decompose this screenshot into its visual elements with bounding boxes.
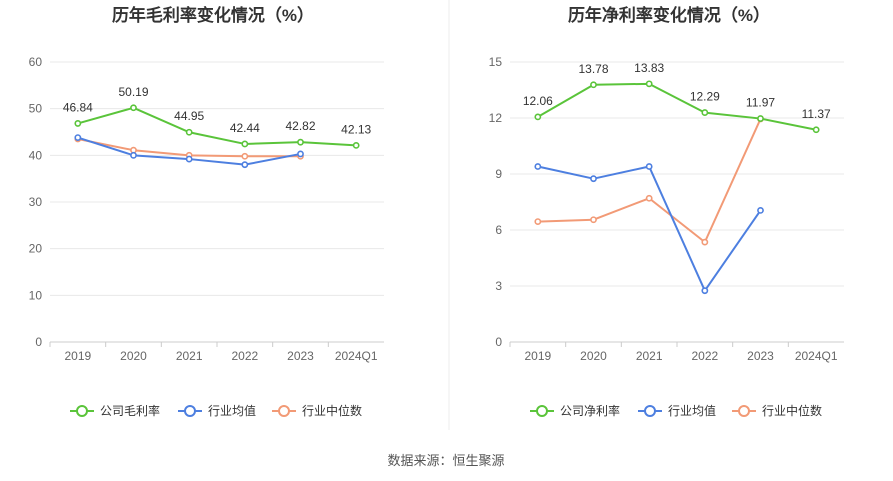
data-point[interactable]: [185, 128, 193, 136]
y-tick-label: 0: [35, 335, 42, 349]
data-point[interactable]: [701, 238, 709, 246]
legend-label: 公司毛利率: [100, 403, 160, 418]
data-point[interactable]: [534, 163, 542, 170]
data-label: 11.37: [802, 107, 831, 121]
data-label: 12.06: [523, 94, 553, 108]
y-tick-label: 9: [495, 167, 502, 181]
chart-title: 历年净利率变化情况（%）: [568, 5, 770, 25]
gross-margin-chart: 历年毛利率变化情况（%） 0 10 20 30 40 50 60 2019 2020 2021 202…: [29, 5, 384, 418]
y-tick-label: 3: [495, 279, 502, 293]
y-tick-label: 12: [489, 111, 503, 125]
data-label: 13.83: [634, 61, 664, 75]
x-tick-label: 2022: [691, 349, 718, 363]
data-label: 42.82: [285, 119, 315, 133]
data-point[interactable]: [645, 80, 653, 88]
legend-marker-icon: [536, 405, 548, 417]
data-point[interactable]: [241, 161, 249, 169]
y-tick-label: 40: [29, 148, 43, 162]
data-point[interactable]: [645, 194, 653, 202]
legend-label: 行业中位数: [302, 403, 362, 418]
legend-label: 行业均值: [668, 403, 716, 418]
x-tick-label: 2023: [287, 349, 314, 363]
data-label: 13.78: [578, 62, 608, 76]
data-point[interactable]: [812, 126, 820, 134]
data-point[interactable]: [185, 155, 193, 163]
source-text: 数据来源：恒生聚源: [387, 453, 504, 468]
data-point[interactable]: [74, 134, 82, 141]
y-tick-label: 30: [29, 195, 43, 209]
data-point[interactable]: [590, 81, 597, 89]
data-point[interactable]: [130, 151, 137, 159]
data-point[interactable]: [590, 216, 597, 224]
x-tick-label: 2024Q1: [795, 349, 838, 363]
x-tick-label: 2019: [64, 349, 91, 363]
data-label: 12.29: [690, 90, 720, 104]
data-point[interactable]: [645, 163, 653, 170]
data-label: 44.95: [174, 109, 204, 123]
legend-label: 行业均值: [208, 403, 256, 418]
legend-label: 公司净利率: [560, 403, 620, 418]
x-tick-label: 2020: [580, 349, 607, 363]
data-point[interactable]: [352, 141, 360, 149]
x-tick-label: 2023: [747, 349, 774, 363]
legend-item[interactable]: 公司毛利率: [70, 403, 160, 418]
data-label: 42.44: [230, 121, 260, 135]
legend-marker-icon: [644, 405, 656, 417]
data-point[interactable]: [297, 138, 304, 146]
series-line: [537, 82, 817, 131]
data-point[interactable]: [241, 152, 249, 160]
x-tick-label: 2019: [524, 349, 551, 363]
y-tick-label: 0: [495, 335, 502, 349]
series-line: [537, 118, 762, 244]
data-point[interactable]: [757, 115, 764, 122]
x-tick-label: 2021: [176, 349, 203, 363]
legend-item[interactable]: 行业均值: [638, 403, 716, 418]
y-tick-label: 6: [495, 223, 502, 237]
series-line: [537, 165, 762, 292]
y-tick-label: 60: [29, 55, 43, 69]
legend-marker-icon: [278, 405, 290, 417]
data-point[interactable]: [534, 218, 542, 225]
data-point[interactable]: [701, 287, 709, 295]
x-tick-label: 2020: [120, 349, 147, 363]
data-label: 42.13: [341, 122, 371, 136]
data-point[interactable]: [297, 150, 304, 158]
data-point[interactable]: [757, 206, 764, 214]
data-label: 46.84: [63, 100, 93, 114]
data-point[interactable]: [74, 120, 82, 127]
x-tick-label: 2024Q1: [335, 349, 378, 363]
legend-label: 行业中位数: [762, 403, 822, 418]
legend-marker-icon: [738, 405, 750, 417]
data-label: 11.97: [746, 96, 775, 110]
data-point[interactable]: [701, 109, 709, 116]
legend-marker-icon: [184, 405, 196, 417]
data-point[interactable]: [130, 104, 137, 112]
x-tick-label: 2021: [636, 349, 663, 363]
data-point[interactable]: [534, 113, 542, 121]
net-margin-chart: 历年净利率变化情况（%） 0 3 6 9 12 15 2019 2020 2021 2022 2023…: [489, 5, 844, 418]
data-point[interactable]: [241, 140, 249, 148]
y-tick-label: 20: [29, 242, 43, 256]
y-tick-label: 15: [489, 55, 503, 69]
y-tick-label: 10: [29, 288, 43, 302]
legend-item[interactable]: 公司净利率: [530, 403, 620, 418]
data-label: 50.19: [118, 85, 148, 99]
y-tick-label: 50: [29, 102, 43, 116]
legend-marker-icon: [76, 405, 88, 417]
chart-title: 历年毛利率变化情况（%）: [112, 5, 314, 25]
x-tick-label: 2022: [231, 349, 258, 363]
series-line: [77, 106, 357, 147]
data-point[interactable]: [590, 175, 597, 183]
legend-item[interactable]: 行业中位数: [272, 403, 362, 418]
legend-item[interactable]: 行业均值: [178, 403, 256, 418]
legend-item[interactable]: 行业中位数: [732, 403, 822, 418]
